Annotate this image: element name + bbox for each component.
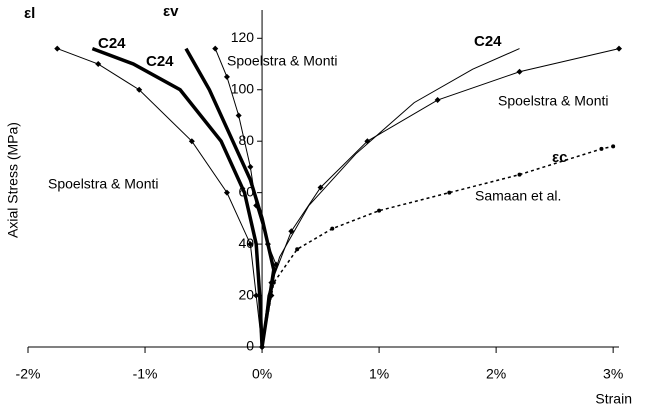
marker [330, 226, 335, 231]
marker [599, 146, 604, 151]
y-axis-label: Axial Stress (MPa) [5, 122, 21, 238]
annotation: Spoelstra & Monti [48, 176, 159, 192]
marker [223, 189, 230, 196]
annotation: εl [24, 5, 35, 22]
annotation: εv [163, 3, 179, 20]
marker [247, 241, 254, 248]
data-line [261, 48, 520, 348]
annotation: C24 [146, 53, 174, 70]
annotation: Samaan et al. [475, 188, 561, 204]
marker [434, 97, 441, 104]
marker [212, 45, 219, 52]
data-line [261, 145, 614, 348]
y-tick-label: 100 [231, 80, 255, 96]
marker [136, 86, 143, 93]
y-tick-label: 20 [238, 286, 254, 302]
x-tick-label: -2% [16, 366, 41, 382]
x-tick-label: 2% [486, 366, 506, 382]
x-axis-label: Strain [595, 391, 632, 407]
marker [516, 68, 523, 75]
marker [264, 241, 271, 248]
marker [253, 202, 260, 209]
marker [616, 45, 622, 52]
marker [447, 190, 452, 195]
marker [54, 45, 61, 52]
x-tick-label: 0% [252, 366, 272, 382]
marker [517, 172, 522, 177]
marker [235, 112, 242, 119]
y-tick-label: 0 [246, 338, 254, 354]
marker [317, 184, 324, 191]
annotation: C24 [474, 33, 502, 50]
marker [95, 61, 102, 68]
y-tick-label: 80 [238, 132, 254, 148]
marker [253, 292, 260, 299]
marker [247, 163, 254, 170]
marker [611, 144, 616, 149]
marker [288, 228, 295, 235]
marker [188, 138, 195, 145]
annotation: Spoelstra & Monti [227, 53, 338, 69]
x-tick-label: 1% [369, 366, 389, 382]
annotation: εc [552, 149, 567, 166]
x-tick-label: -1% [133, 366, 158, 382]
marker [377, 208, 382, 213]
annotation: C24 [98, 35, 126, 52]
x-tick-label: 3% [603, 366, 623, 382]
data-line [57, 48, 263, 348]
marker [271, 280, 276, 285]
y-tick-label: 120 [231, 29, 255, 45]
marker [223, 73, 230, 80]
data-line [91, 46, 264, 348]
marker [295, 247, 300, 252]
data-line [261, 48, 620, 348]
marker [260, 345, 265, 349]
annotation: Spoelstra & Monti [498, 93, 609, 109]
marker [364, 138, 371, 145]
